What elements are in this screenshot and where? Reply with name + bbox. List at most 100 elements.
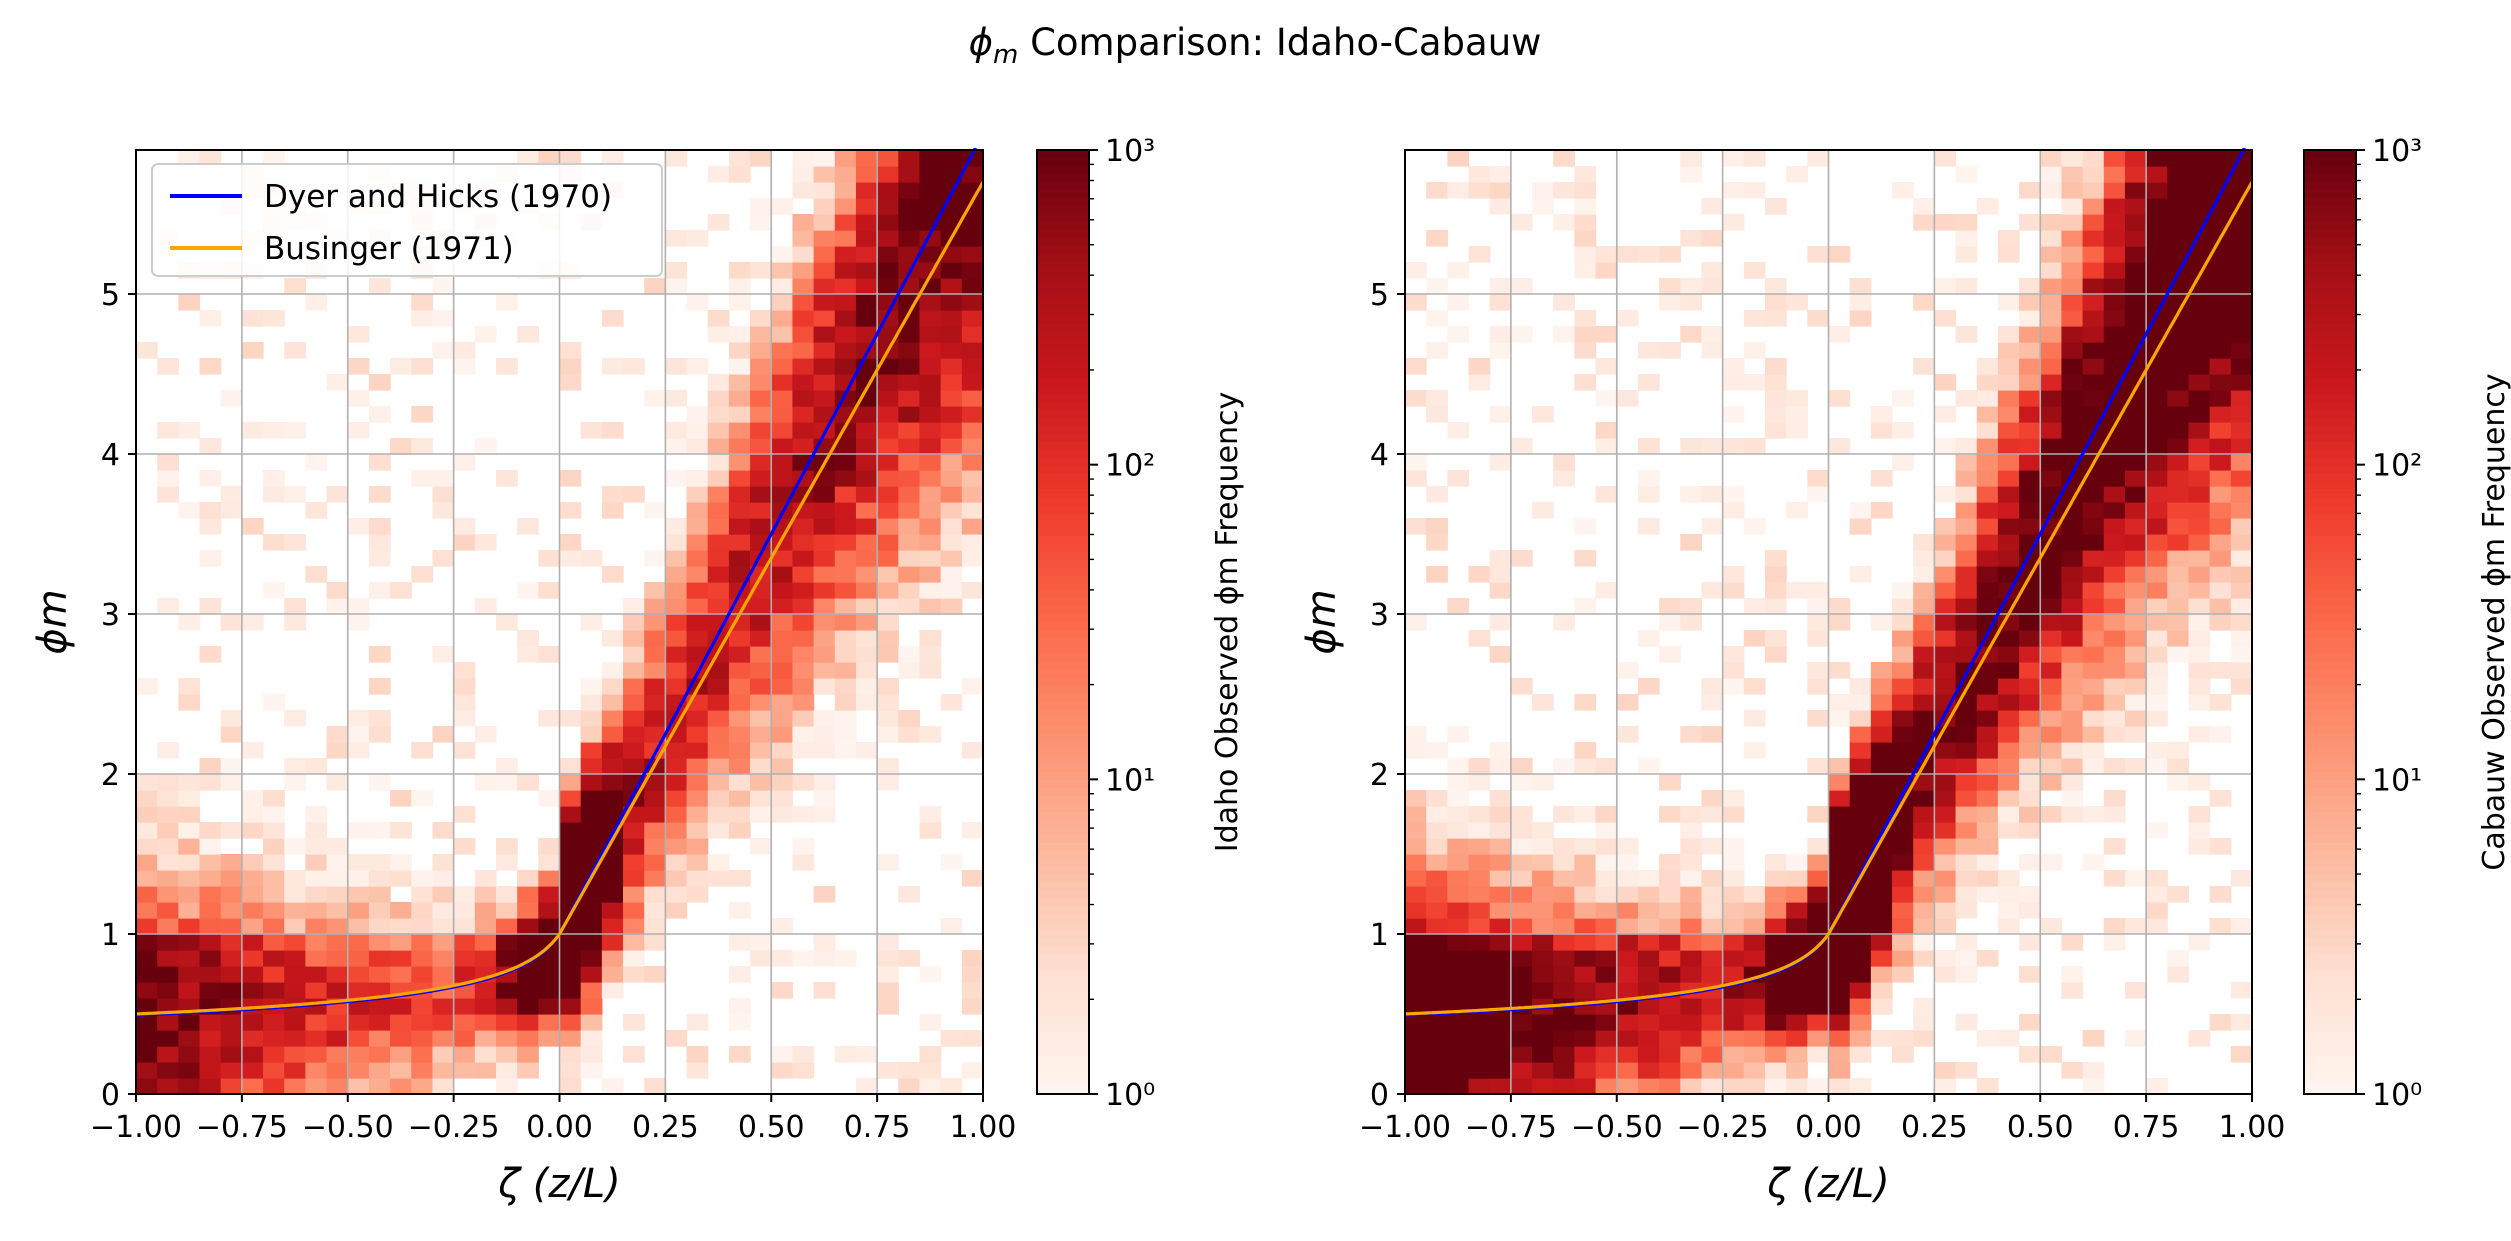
heatmap-cell xyxy=(263,934,285,951)
heatmap-cell xyxy=(2188,566,2211,583)
heatmap-cell xyxy=(2188,726,2211,743)
heatmap-cell xyxy=(157,950,179,967)
heatmap-cell xyxy=(1828,1014,1851,1031)
heatmap-cell xyxy=(1870,934,1893,951)
heatmap-cell xyxy=(2146,390,2168,407)
heatmap-cell xyxy=(1976,358,1999,375)
heatmap-cell xyxy=(665,822,688,839)
heatmap-cell xyxy=(580,1062,603,1079)
heatmap-cell xyxy=(2167,550,2190,567)
heatmap-cell xyxy=(1447,806,1470,823)
heatmap-cell xyxy=(2209,438,2232,455)
heatmap-cell xyxy=(707,854,730,871)
heatmap-cell xyxy=(1934,902,1957,919)
heatmap-cell xyxy=(1743,1046,1766,1063)
heatmap-cell xyxy=(2146,262,2168,279)
heatmap-cell xyxy=(1659,1062,1681,1079)
heatmap-cell xyxy=(1849,726,1872,743)
heatmap-cell xyxy=(1595,950,1618,967)
heatmap-cell xyxy=(2188,774,2211,791)
heatmap-cell xyxy=(411,998,434,1015)
heatmap-cell xyxy=(136,902,158,919)
heatmap-cell xyxy=(199,870,222,887)
heatmap-cell xyxy=(2082,246,2105,263)
heatmap-cell xyxy=(1489,566,1512,583)
heatmap-cell xyxy=(877,982,899,999)
heatmap-cell xyxy=(1934,438,1957,455)
heatmap-cell xyxy=(1722,678,1745,695)
heatmap-cell xyxy=(792,294,815,311)
heatmap-cell xyxy=(1828,1062,1851,1079)
heatmap-cell xyxy=(495,294,518,311)
heatmap-cell xyxy=(1934,646,1957,663)
heatmap-cell xyxy=(1849,694,1872,711)
heatmap-cell xyxy=(1680,1030,1703,1047)
heatmap-cell xyxy=(686,502,709,519)
heatmap-cell xyxy=(728,470,751,487)
heatmap-cell xyxy=(1743,918,1766,935)
heatmap-cell xyxy=(877,534,899,551)
heatmap-cell xyxy=(707,214,730,231)
heatmap-cell xyxy=(2146,918,2168,935)
heatmap-cell xyxy=(2188,598,2211,615)
colorbar-segment xyxy=(1037,944,1089,954)
heatmap-cell xyxy=(1892,918,1914,935)
heatmap-cell xyxy=(284,1014,306,1031)
heatmap-cell xyxy=(855,518,878,535)
heatmap-cell xyxy=(601,710,624,727)
heatmap-cell xyxy=(284,870,306,887)
heatmap-cell xyxy=(1849,998,1872,1015)
heatmap-cell xyxy=(686,422,709,439)
heatmap-cell xyxy=(2124,598,2147,615)
heatmap-cell xyxy=(1468,246,1491,263)
heatmap-cell xyxy=(1701,1078,1724,1095)
heatmap-cell xyxy=(728,374,751,391)
heatmap-cell xyxy=(940,502,963,519)
heatmap-cell xyxy=(1976,582,1999,599)
colorbar-segment xyxy=(2304,291,2356,301)
heatmap-cell xyxy=(961,470,984,487)
heatmap-cell xyxy=(2082,1078,2105,1095)
heatmap-cell xyxy=(644,966,666,983)
heatmap-cell xyxy=(750,406,772,423)
heatmap-cell xyxy=(2019,470,2041,487)
heatmap-cell xyxy=(771,694,794,711)
heatmap-cell xyxy=(728,518,751,535)
heatmap-cell xyxy=(220,1078,243,1095)
heatmap-cell xyxy=(2061,1062,2084,1079)
heatmap-cell xyxy=(2040,1046,2063,1063)
heatmap-cell xyxy=(792,694,815,711)
heatmap-cell xyxy=(877,230,899,247)
heatmap-cell xyxy=(1828,598,1851,615)
heatmap-cell xyxy=(1426,1014,1448,1031)
heatmap-cell xyxy=(2061,742,2084,759)
heatmap-cell xyxy=(1997,454,2020,471)
heatmap-cell xyxy=(1574,870,1597,887)
heatmap-cell xyxy=(1870,806,1893,823)
colorbar-segment xyxy=(2304,897,2356,906)
heatmap-cell xyxy=(326,902,349,919)
heatmap-cell xyxy=(1743,1062,1766,1079)
heatmap-cell xyxy=(517,646,539,663)
colorbar-segment xyxy=(2304,1054,2356,1064)
heatmap-cell xyxy=(2146,406,2168,423)
heatmap-cell xyxy=(750,630,772,647)
heatmap-cell xyxy=(2188,358,2211,375)
heatmap-cell xyxy=(1616,966,1639,983)
heatmap-cell xyxy=(813,774,836,791)
colorbar-segment xyxy=(1037,755,1089,765)
heatmap-cell xyxy=(728,646,751,663)
heatmap-cell xyxy=(1426,230,1448,247)
heatmap-cell xyxy=(1447,886,1470,903)
heatmap-cell xyxy=(1722,486,1745,503)
heatmap-cell xyxy=(1870,662,1893,679)
heatmap-cell xyxy=(728,742,751,759)
heatmap-cell xyxy=(1997,886,2020,903)
heatmap-cell xyxy=(241,790,264,807)
heatmap-cell xyxy=(2061,390,2084,407)
legend: Dyer and Hicks (1970)Businger (1971) xyxy=(151,163,663,277)
heatmap-cell xyxy=(686,726,709,743)
heatmap-cell xyxy=(1870,902,1893,919)
colorbar-segment xyxy=(2304,661,2356,670)
heatmap-cell xyxy=(1722,582,1745,599)
